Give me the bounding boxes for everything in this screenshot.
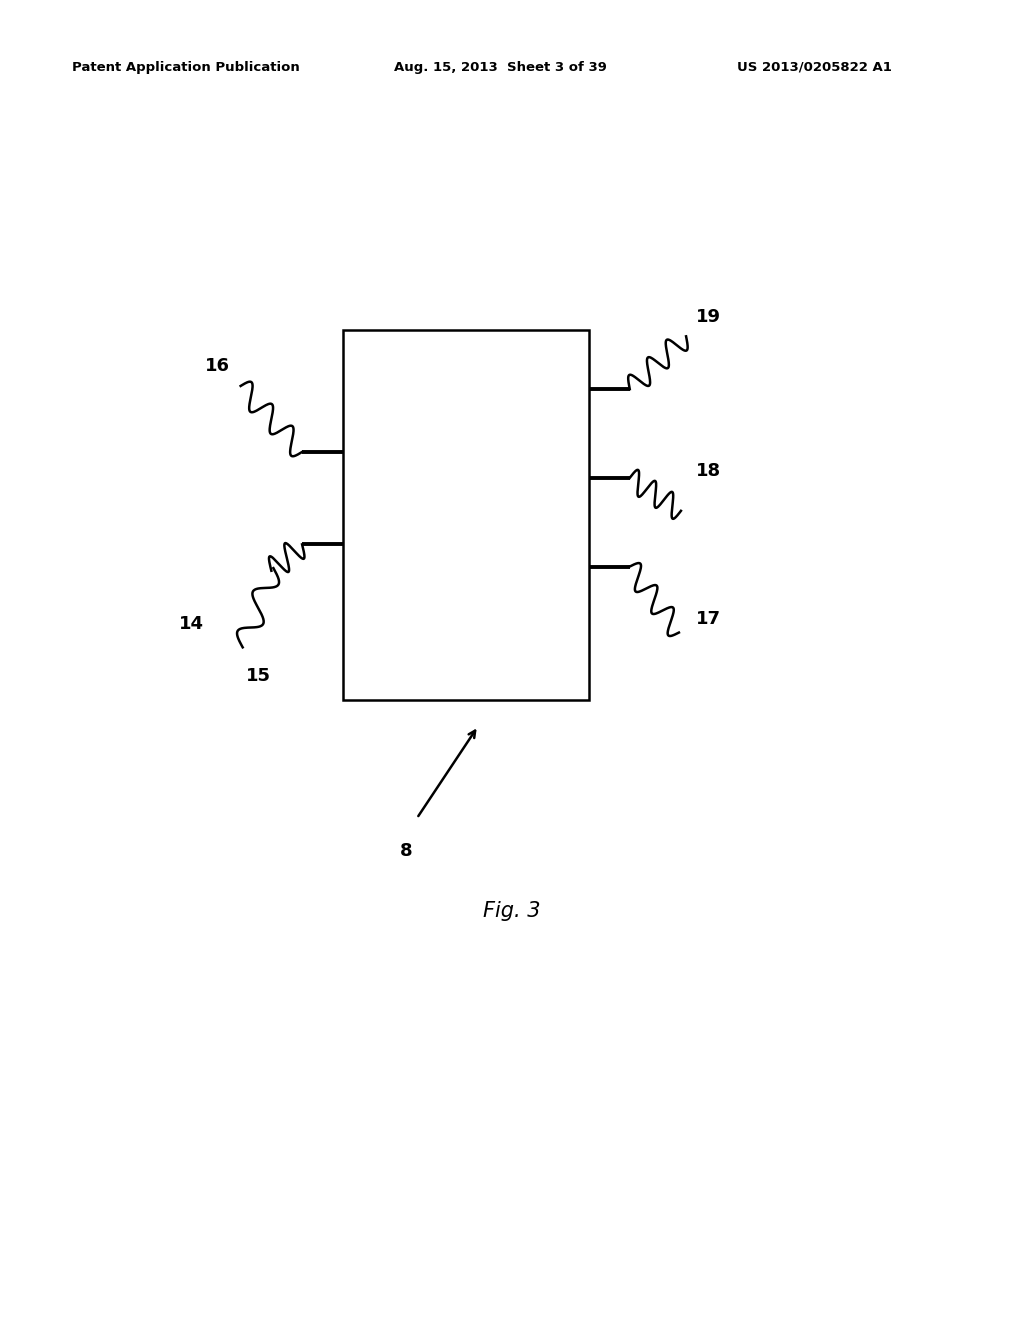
Text: 17: 17 [696,610,721,628]
Text: 8: 8 [400,842,413,861]
Text: US 2013/0205822 A1: US 2013/0205822 A1 [737,61,892,74]
Text: 19: 19 [696,308,721,326]
Text: Fig. 3: Fig. 3 [483,900,541,921]
Text: 16: 16 [205,358,229,375]
Text: 18: 18 [696,462,722,480]
Text: Patent Application Publication: Patent Application Publication [72,61,299,74]
Text: 15: 15 [246,668,270,685]
Text: Aug. 15, 2013  Sheet 3 of 39: Aug. 15, 2013 Sheet 3 of 39 [394,61,607,74]
Text: 14: 14 [179,615,204,632]
Bar [343,330,589,700]
